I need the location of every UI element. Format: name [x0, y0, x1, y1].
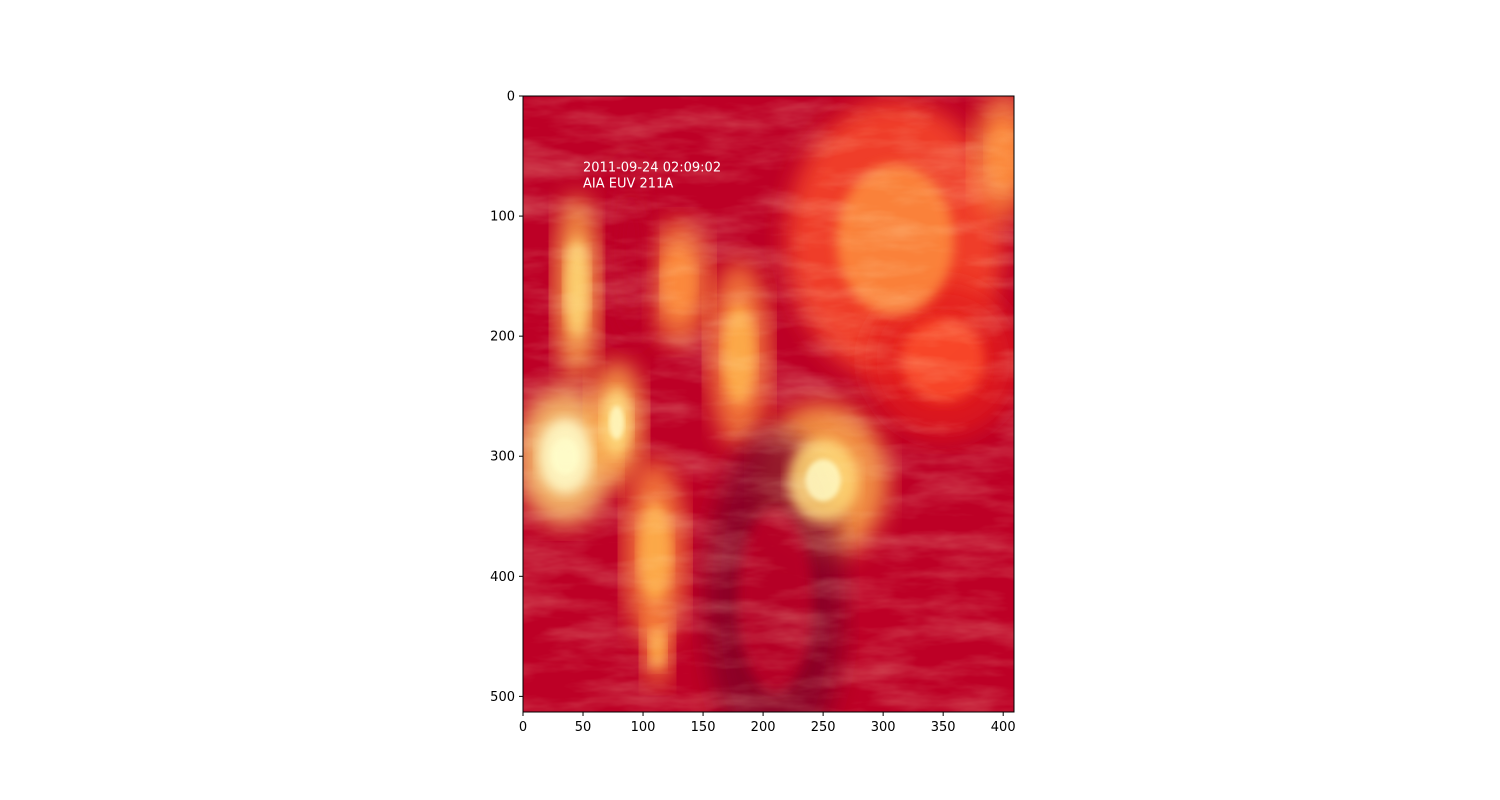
x-tick-label: 250: [811, 720, 836, 735]
y-tick-label: 0: [507, 90, 515, 105]
annotation-instrument: AIA EUV 211A: [583, 177, 673, 192]
y-tick-label: 100: [490, 210, 515, 225]
x-tick-label: 200: [751, 720, 776, 735]
heatmap-texture: [523, 96, 1014, 712]
x-tick-label: 400: [991, 720, 1016, 735]
x-tick-label: 300: [871, 720, 896, 735]
y-tick-label: 200: [490, 330, 515, 345]
x-tick-label: 150: [691, 720, 716, 735]
axes-frame: [522, 95, 1015, 713]
y-tick-label: 300: [490, 450, 515, 465]
x-tick-label: 0: [519, 720, 527, 735]
x-tick-label: 350: [931, 720, 956, 735]
annotation-timestamp: 2011-09-24 02:09:02: [583, 161, 721, 176]
y-tick-label: 400: [490, 570, 515, 585]
y-tick-label: 500: [490, 690, 515, 705]
x-axis: 0 50 100 150 200 250 300 350 400: [519, 712, 1016, 735]
x-tick-label: 100: [631, 720, 656, 735]
y-axis: 0 100 200 300 400 500: [490, 90, 523, 705]
heatmap-image: [523, 96, 1014, 712]
x-tick-label: 50: [575, 720, 592, 735]
